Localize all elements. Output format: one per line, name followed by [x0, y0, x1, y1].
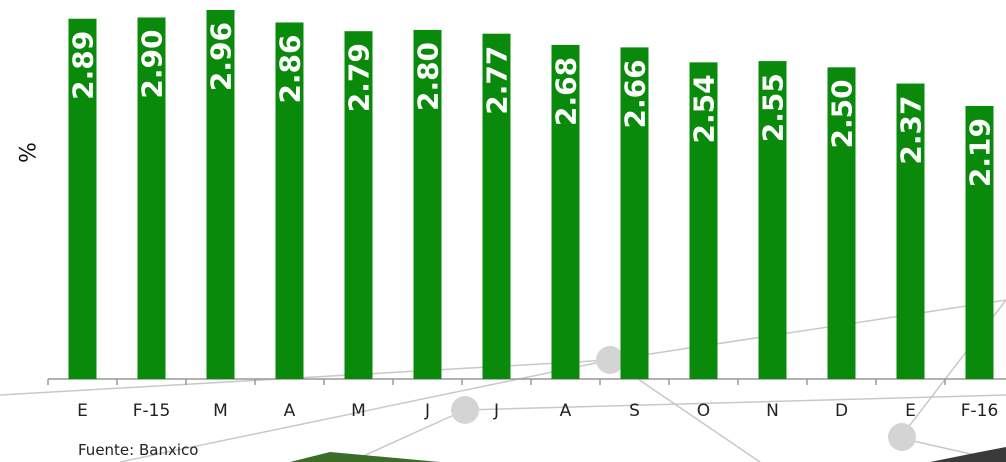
bar-value-label: 2.80 [412, 42, 445, 111]
bar [689, 62, 718, 380]
bar [758, 61, 787, 380]
decor-node-circle [451, 396, 479, 424]
x-tick-label: A [560, 401, 572, 421]
bar [827, 67, 856, 379]
bar-value-label: 2.55 [757, 73, 790, 142]
bar [551, 44, 580, 380]
x-tick-label: F-15 [133, 401, 171, 421]
bar [896, 83, 925, 380]
bar-value-label: 2.96 [205, 22, 238, 91]
bar-value-label: 2.90 [136, 29, 169, 98]
x-tick-label: A [284, 401, 296, 421]
decor-node-circle [596, 346, 624, 374]
bar-value-label: 2.37 [895, 96, 928, 165]
bar-value-label: 2.86 [274, 34, 307, 103]
bar-value-label: 2.79 [343, 43, 376, 112]
x-tick-label: E [905, 401, 916, 421]
bar [482, 33, 511, 379]
x-tick-label: D [835, 401, 848, 421]
bar [68, 18, 97, 380]
x-tick-label: M [213, 401, 228, 421]
bar-value-label: 2.50 [826, 79, 859, 148]
x-tick-label: O [697, 401, 710, 421]
bar-value-label: 2.66 [619, 59, 652, 128]
bar [413, 29, 442, 379]
bar [275, 22, 304, 379]
bar [965, 105, 994, 379]
x-tick-label: J [493, 401, 499, 421]
x-tick-label: J [424, 401, 430, 421]
x-tick-label: F-16 [961, 401, 999, 421]
bar-value-label: 2.89 [67, 31, 100, 100]
decor-green-shape [290, 452, 440, 462]
decor-node-circle [888, 423, 916, 451]
x-tick-label: M [351, 401, 366, 421]
bar-value-label: 2.19 [964, 118, 997, 187]
decor-dark-shape [930, 447, 1006, 462]
bar [206, 10, 235, 379]
bar-value-label: 2.54 [688, 74, 721, 143]
source-note: Fuente: Banxico [78, 441, 199, 459]
x-tick-label: N [766, 401, 779, 421]
bar-value-label: 2.77 [481, 46, 514, 115]
bar-value-label: 2.68 [550, 57, 583, 126]
bar [620, 47, 649, 379]
x-tick-label: E [77, 401, 88, 421]
bar [137, 17, 166, 379]
y-axis-label: % [16, 142, 42, 163]
bar [344, 31, 373, 380]
x-tick-label: S [629, 401, 640, 421]
